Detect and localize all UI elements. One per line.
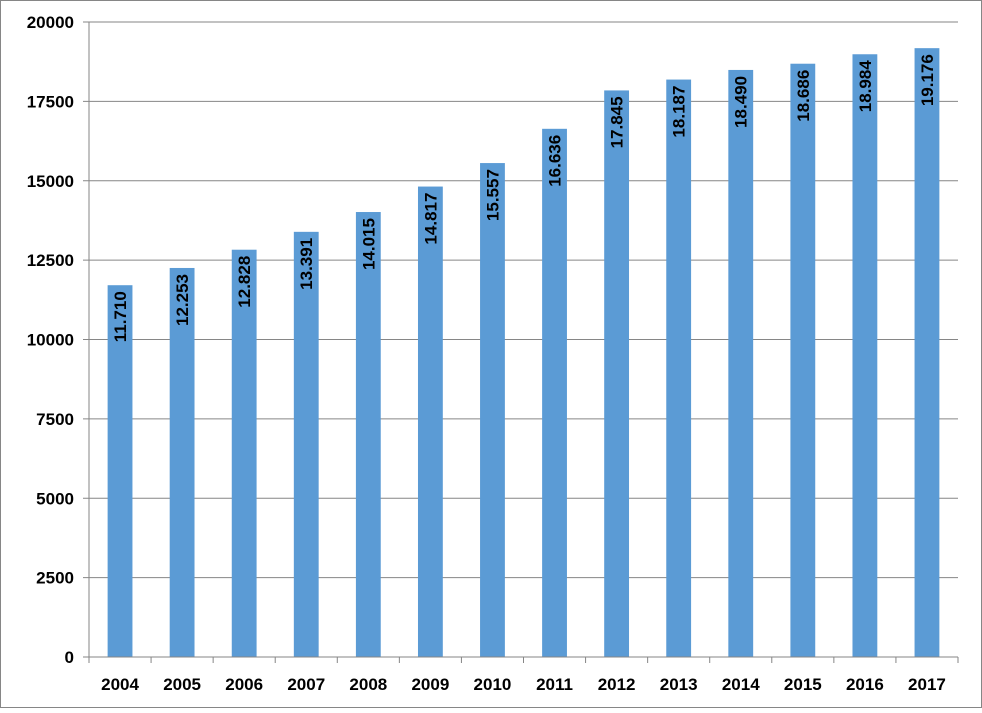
data-label: 16.636 xyxy=(546,135,565,187)
axes: 0 2500 5000 7500 10000 12500 15000 17500 20000 20… xyxy=(27,13,959,694)
data-label: 18.187 xyxy=(670,86,689,138)
x-tick-label: 2004 xyxy=(101,675,139,694)
x-tick-label: 2015 xyxy=(784,675,822,694)
x-tick-label: 2017 xyxy=(908,675,946,694)
bar xyxy=(355,212,381,657)
y-tick-label: 12500 xyxy=(27,251,74,270)
data-label: 18.490 xyxy=(732,76,751,128)
bar xyxy=(790,63,816,658)
y-tick-label: 5000 xyxy=(36,489,74,508)
bar xyxy=(542,128,567,657)
data-label: 14.817 xyxy=(421,193,440,245)
data-label: 19.176 xyxy=(918,54,937,106)
bar xyxy=(852,54,878,658)
x-tick-label: 2008 xyxy=(349,675,387,694)
y-tick-label: 0 xyxy=(65,648,74,667)
x-tick-label: 2009 xyxy=(411,675,449,694)
y-tick-label: 15000 xyxy=(27,172,74,191)
bar xyxy=(480,163,505,657)
x-tick-label: 2016 xyxy=(846,675,884,694)
bar xyxy=(417,186,443,658)
y-tick-label: 2500 xyxy=(36,569,74,588)
bar xyxy=(231,249,257,657)
data-label: 14.015 xyxy=(359,218,378,270)
x-tick-label: 2013 xyxy=(660,675,698,694)
bar xyxy=(666,79,692,658)
x-tick-label: 2011 xyxy=(536,675,573,694)
y-tick-label: 10000 xyxy=(27,331,74,350)
x-tick-label: 2006 xyxy=(225,675,263,694)
bar xyxy=(914,48,940,658)
bar xyxy=(107,285,133,657)
data-labels: 11.710 12.253 12.828 13.391 14.015 14.817 15.5… xyxy=(111,54,937,342)
y-tick-label: 17500 xyxy=(27,92,74,111)
data-label: 11.710 xyxy=(111,291,130,342)
x-tick-label: 2005 xyxy=(163,675,201,694)
bars xyxy=(107,48,940,658)
data-label: 12.253 xyxy=(173,274,192,326)
x-tick-label: 2010 xyxy=(474,675,512,694)
data-label: 18.686 xyxy=(794,70,813,122)
bar xyxy=(293,231,319,657)
x-tick-label: 2014 xyxy=(722,675,760,694)
y-tick-label: 7500 xyxy=(36,410,74,429)
data-label: 12.828 xyxy=(235,256,254,308)
data-label: 15.557 xyxy=(483,169,502,221)
x-tick-label: 2007 xyxy=(287,675,325,694)
data-label: 13.391 xyxy=(297,238,316,290)
bar xyxy=(169,267,195,657)
bar xyxy=(604,90,630,657)
x-tick-label: 2012 xyxy=(598,675,636,694)
data-label: 17.845 xyxy=(608,96,627,148)
data-label: 18.984 xyxy=(856,60,875,113)
bar xyxy=(728,69,754,657)
y-tick-label: 20000 xyxy=(27,13,74,32)
